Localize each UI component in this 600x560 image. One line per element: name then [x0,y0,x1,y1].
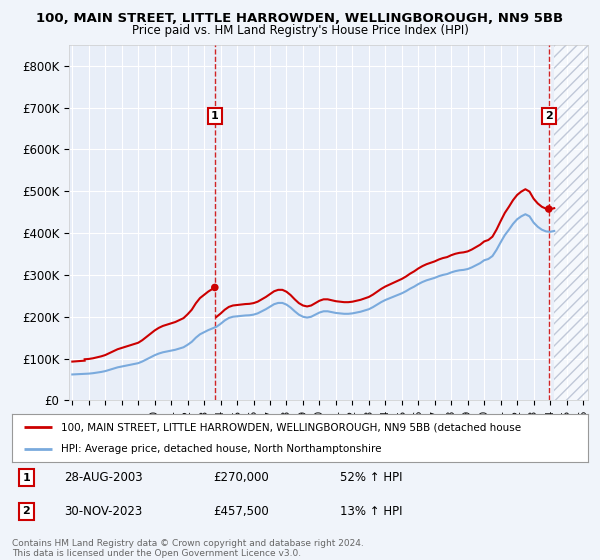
Text: 28-AUG-2003: 28-AUG-2003 [64,471,142,484]
Text: 52% ↑ HPI: 52% ↑ HPI [340,471,403,484]
Text: 2: 2 [23,506,30,516]
Bar [554,45,588,400]
Text: 30-NOV-2023: 30-NOV-2023 [64,505,142,517]
Text: 100, MAIN STREET, LITTLE HARROWDEN, WELLINGBOROUGH, NN9 5BB: 100, MAIN STREET, LITTLE HARROWDEN, WELL… [37,12,563,25]
Text: 2: 2 [545,111,553,121]
Point [544,204,554,213]
Text: £270,000: £270,000 [214,471,269,484]
Text: £457,500: £457,500 [214,505,269,517]
Text: Contains HM Land Registry data © Crown copyright and database right 2024.
This d: Contains HM Land Registry data © Crown c… [12,539,364,558]
Bar [554,45,588,400]
Text: Price paid vs. HM Land Registry's House Price Index (HPI): Price paid vs. HM Land Registry's House … [131,24,469,36]
Text: 100, MAIN STREET, LITTLE HARROWDEN, WELLINGBOROUGH, NN9 5BB (detached house: 100, MAIN STREET, LITTLE HARROWDEN, WELL… [61,422,521,432]
Text: 1: 1 [23,473,30,483]
Text: 13% ↑ HPI: 13% ↑ HPI [340,505,403,517]
Text: 1: 1 [211,111,218,121]
Point [210,283,220,292]
Text: HPI: Average price, detached house, North Northamptonshire: HPI: Average price, detached house, Nort… [61,444,382,454]
